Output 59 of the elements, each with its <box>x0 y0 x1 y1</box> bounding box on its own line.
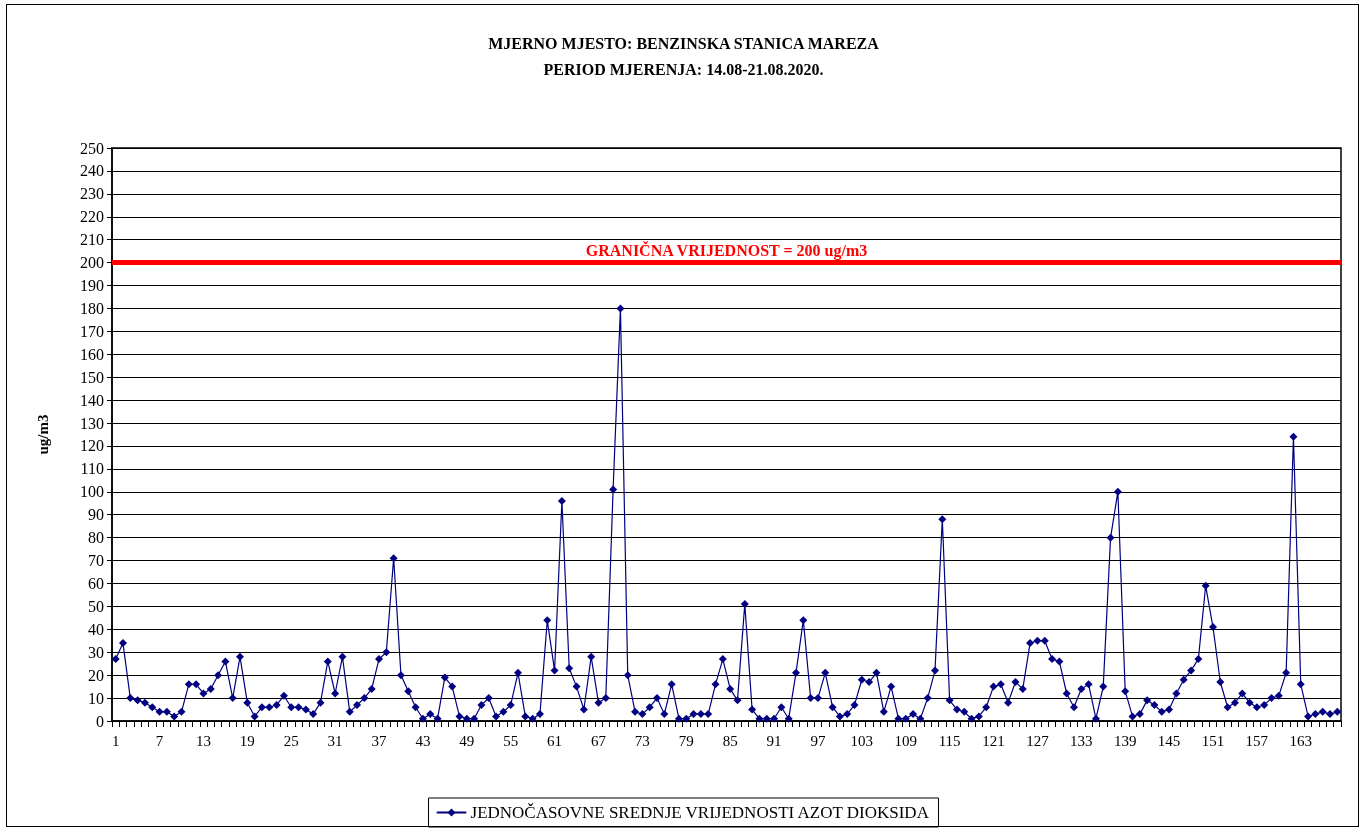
y-tick-label: 0 <box>96 712 104 730</box>
y-tick-label: 30 <box>88 643 104 661</box>
y-tick-label: 190 <box>80 277 104 295</box>
y-tick-label: 160 <box>80 345 104 363</box>
y-tick-label: 110 <box>80 460 104 478</box>
x-tick-label: 67 <box>590 732 607 749</box>
x-tick-label: 103 <box>850 732 874 749</box>
x-tick-label: 151 <box>1201 732 1225 749</box>
x-tick-label: 25 <box>283 732 299 749</box>
x-tick-label: 7 <box>155 732 164 749</box>
x-tick-label: 61 <box>547 732 563 749</box>
y-tick-label: 180 <box>80 299 104 317</box>
y-tick-label: 90 <box>88 506 104 524</box>
y-tick-label: 20 <box>88 666 104 684</box>
y-tick-label: 10 <box>88 689 104 707</box>
ref-line-label: GRANIČNA VRIJEDNOST = 200 ug/m3 <box>585 241 868 261</box>
y-tick-label: 210 <box>80 231 104 249</box>
y-tick-label: 120 <box>80 437 104 455</box>
y-tick-label: 50 <box>88 597 104 615</box>
x-tick-label: 139 <box>1113 732 1137 749</box>
y-tick-label: 100 <box>80 483 104 501</box>
x-tick-label: 133 <box>1070 732 1093 749</box>
x-tick-label: 115 <box>938 732 961 749</box>
chart-title: MJERNO MJESTO: BENZINSKA STANICA MAREZA <box>488 34 880 52</box>
x-tick-label: 13 <box>195 732 211 749</box>
x-tick-label: 91 <box>766 732 782 749</box>
y-tick-label: 60 <box>88 574 104 592</box>
x-tick-label: 55 <box>503 732 519 749</box>
y-axis-title: ug/m3 <box>34 414 51 455</box>
x-tick-label: 37 <box>371 732 388 749</box>
y-tick-label: 40 <box>88 620 104 638</box>
x-tick-label: 1 <box>111 732 120 749</box>
x-tick-label: 121 <box>982 732 1005 749</box>
x-tick-label: 97 <box>810 732 826 749</box>
y-tick-label: 240 <box>80 162 104 180</box>
x-tick-label: 49 <box>459 732 475 749</box>
x-tick-label: 157 <box>1245 732 1269 749</box>
y-tick-label: 80 <box>88 529 104 547</box>
x-tick-label: 145 <box>1157 732 1181 749</box>
chart-subtitle: PERIOD MJERENJA: 14.08-21.08.2020. <box>543 60 824 78</box>
y-tick-label: 250 <box>80 139 104 157</box>
y-tick-label: 140 <box>80 391 104 409</box>
y-tick-label: 170 <box>80 322 104 340</box>
x-tick-label: 127 <box>1026 732 1050 749</box>
y-tick-label: 220 <box>80 208 104 226</box>
x-tick-label: 85 <box>722 732 738 749</box>
y-tick-label: 70 <box>88 552 104 570</box>
x-tick-label: 73 <box>634 732 650 749</box>
x-tick-label: 109 <box>894 732 917 749</box>
y-tick-label: 150 <box>80 368 104 386</box>
x-tick-label: 163 <box>1289 732 1313 749</box>
y-tick-label: 230 <box>80 185 104 203</box>
x-tick-label: 19 <box>239 732 255 749</box>
x-tick-label: 43 <box>415 732 431 749</box>
legend-label: JEDNOČASOVNE SREDNJE VRIJEDNOSTI AZOT DIOKSIDA <box>470 803 930 822</box>
x-tick-label: 79 <box>678 732 694 749</box>
y-tick-label: 200 <box>80 254 104 272</box>
x-tick-label: 31 <box>327 732 343 749</box>
y-tick-label: 130 <box>80 414 104 432</box>
